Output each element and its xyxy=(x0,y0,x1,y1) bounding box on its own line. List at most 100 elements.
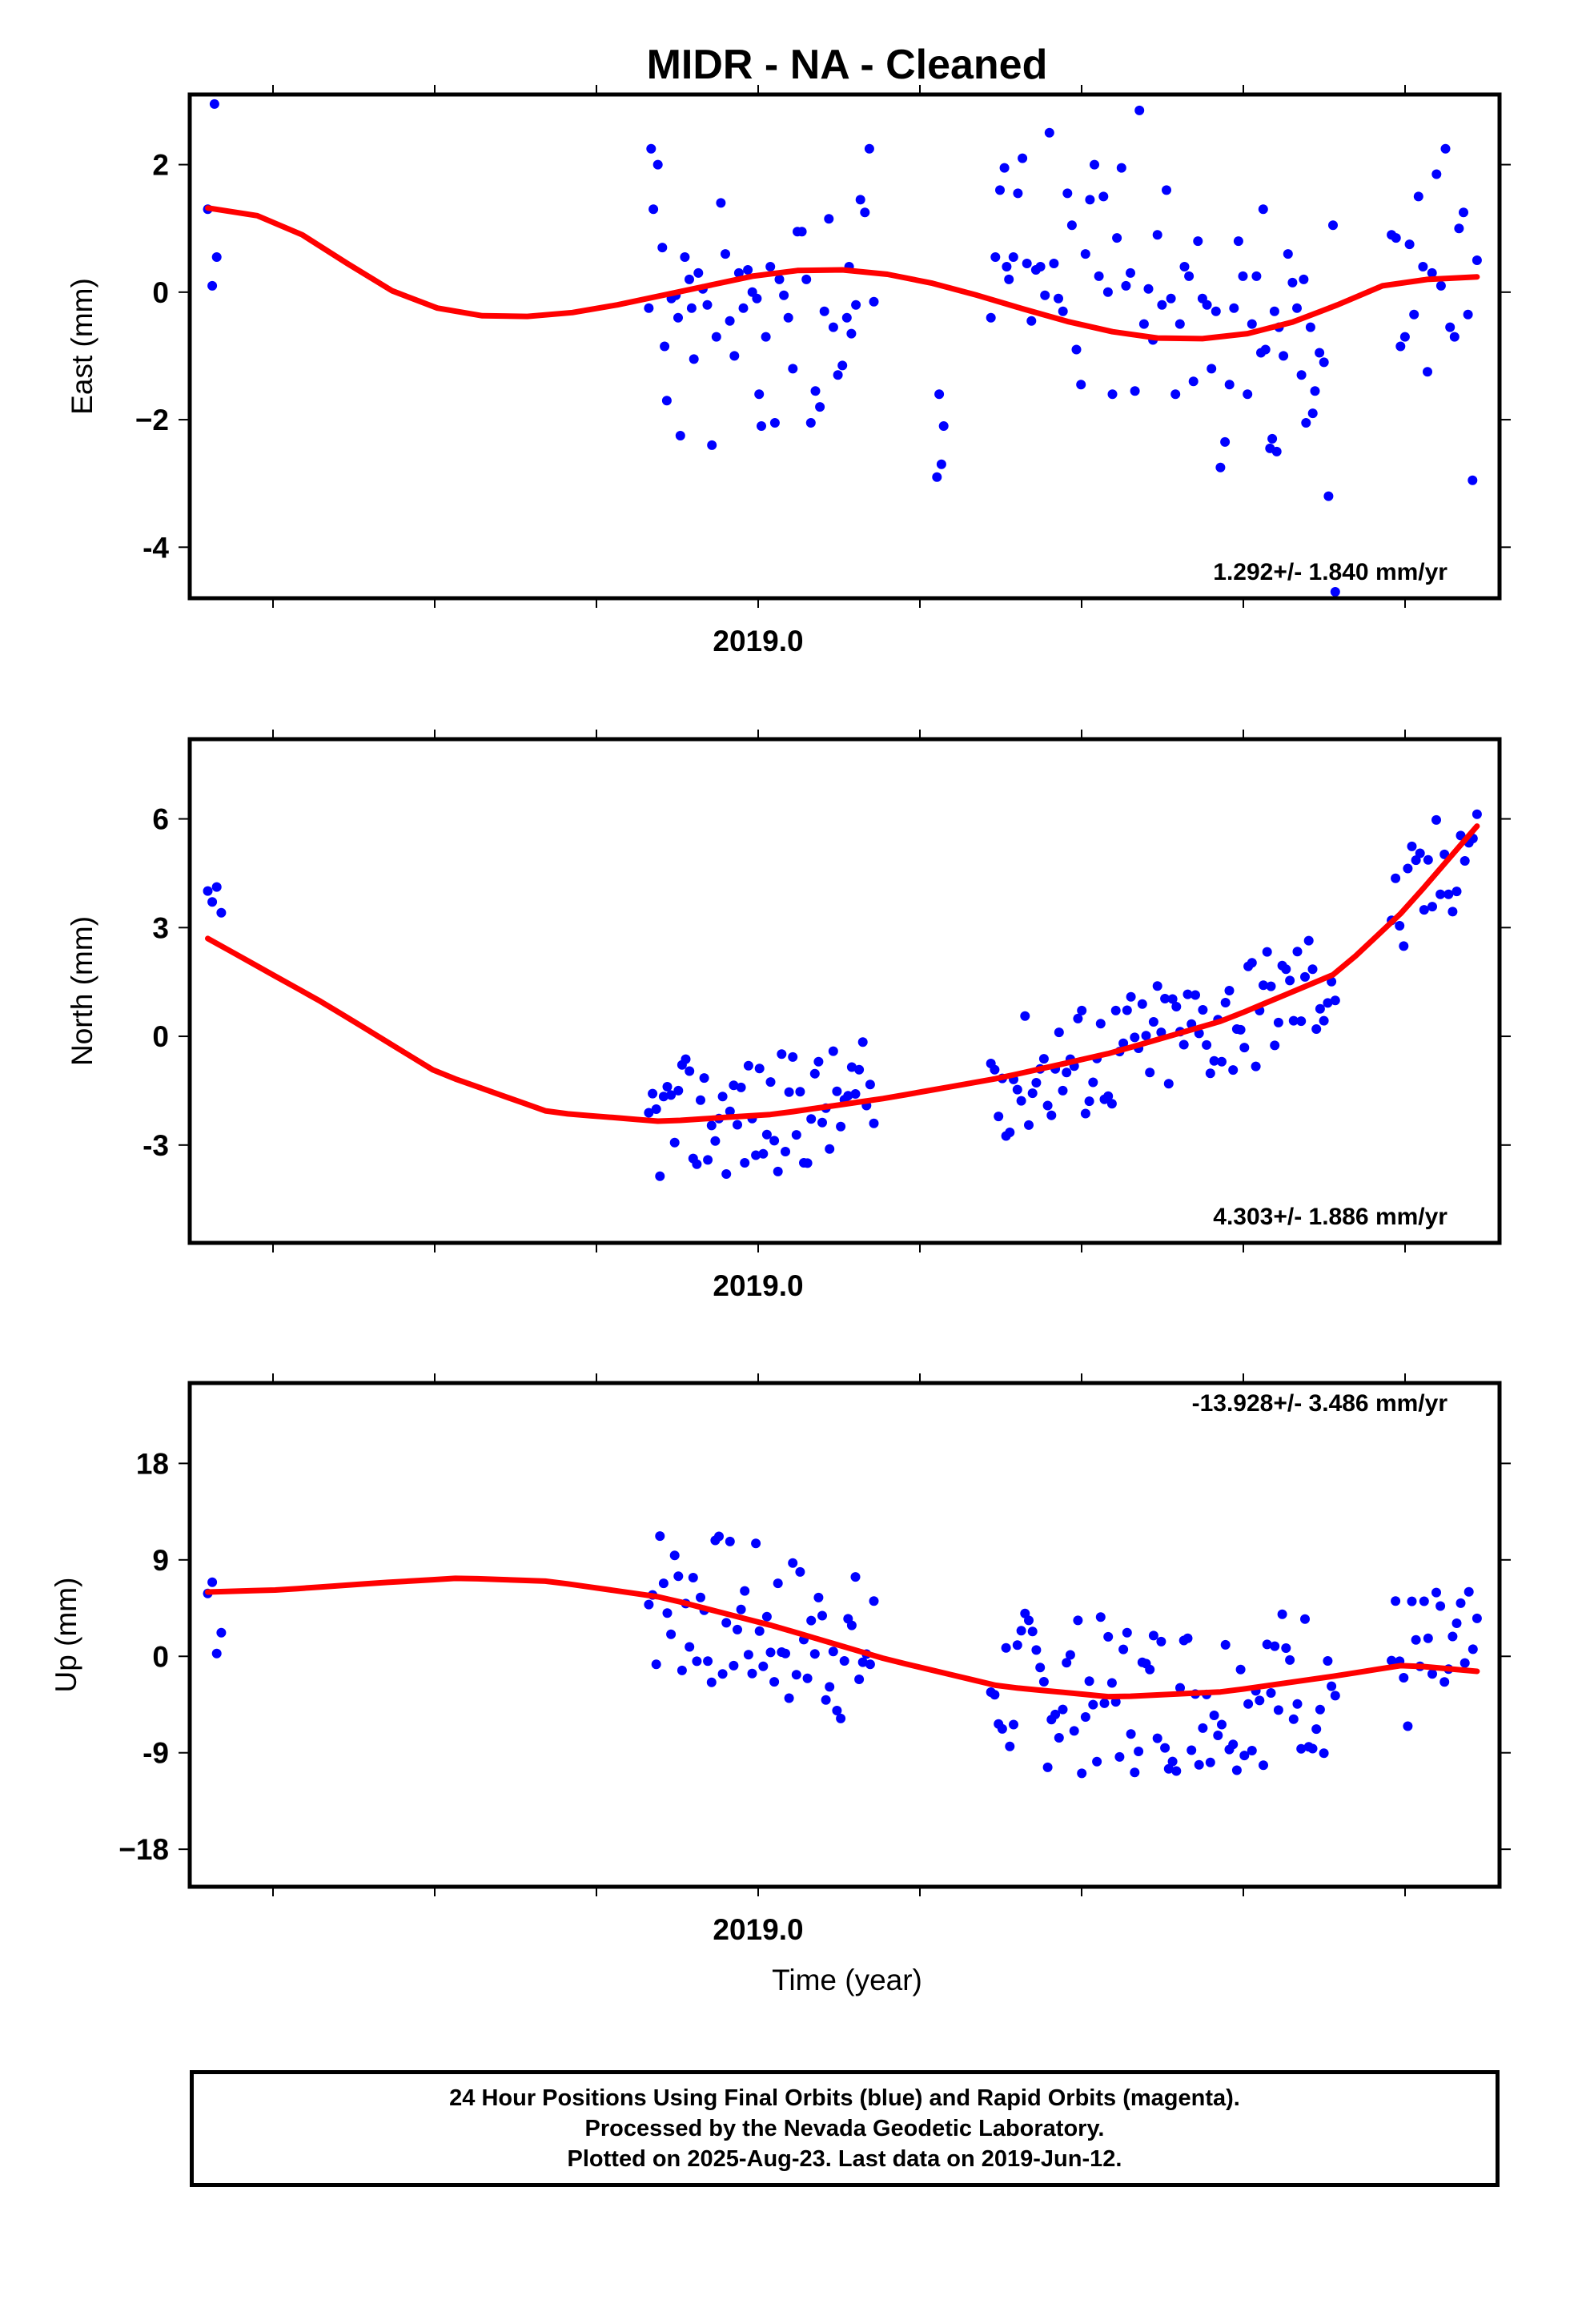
data-point xyxy=(825,1144,835,1154)
data-point xyxy=(666,1090,677,1100)
x-tick-label: 2019.0 xyxy=(713,1913,803,1946)
data-point xyxy=(815,402,825,412)
data-point xyxy=(1443,889,1454,899)
data-point xyxy=(819,306,829,316)
data-point xyxy=(828,1046,838,1056)
data-point xyxy=(203,886,213,896)
data-point xyxy=(1327,1681,1337,1691)
data-point xyxy=(1460,856,1470,866)
data-point xyxy=(711,332,721,342)
data-point xyxy=(1134,105,1145,115)
data-point xyxy=(832,1706,842,1715)
data-point xyxy=(725,1536,735,1546)
data-point xyxy=(1229,303,1239,313)
data-point xyxy=(781,1648,790,1659)
data-point xyxy=(1288,1714,1299,1724)
data-point xyxy=(1243,1699,1254,1709)
y-tick-label: −18 xyxy=(118,1833,169,1866)
fit-curve xyxy=(205,823,1480,1124)
data-point xyxy=(1239,1043,1250,1053)
data-point xyxy=(1038,1054,1049,1064)
data-point xyxy=(860,207,870,218)
data-point xyxy=(837,360,848,371)
data-point xyxy=(1315,1704,1325,1715)
data-point xyxy=(651,1659,661,1670)
data-point xyxy=(1323,1656,1333,1666)
data-point xyxy=(1126,1729,1136,1739)
data-point xyxy=(1423,367,1432,377)
data-point xyxy=(740,1586,750,1596)
data-point xyxy=(1013,188,1023,199)
data-point xyxy=(1296,1743,1307,1754)
data-point xyxy=(1323,491,1334,501)
data-point xyxy=(1266,981,1276,991)
data-point xyxy=(1260,344,1271,355)
data-point xyxy=(1259,1760,1268,1771)
data-point xyxy=(1022,259,1032,268)
data-point xyxy=(1281,964,1291,975)
data-point xyxy=(658,1092,669,1102)
points-group xyxy=(203,809,1482,1181)
data-point xyxy=(990,252,1001,262)
data-point xyxy=(1103,1091,1114,1101)
data-point xyxy=(809,1068,820,1079)
data-point xyxy=(1449,332,1460,342)
data-point xyxy=(1270,1040,1280,1051)
data-point xyxy=(1431,1587,1441,1598)
data-point xyxy=(1122,1005,1132,1015)
data-point xyxy=(211,882,222,892)
data-point xyxy=(1269,306,1279,316)
data-point xyxy=(1018,153,1028,163)
data-point xyxy=(1008,252,1018,262)
data-point xyxy=(758,1661,769,1671)
data-point xyxy=(1062,1068,1072,1078)
data-point xyxy=(662,1082,673,1092)
data-point xyxy=(869,1118,879,1128)
data-point xyxy=(751,1538,761,1549)
data-point xyxy=(1035,262,1046,271)
data-point xyxy=(644,303,654,313)
data-point xyxy=(1464,1586,1474,1597)
data-point xyxy=(743,1060,753,1071)
data-point xyxy=(828,1647,838,1657)
data-point xyxy=(1160,994,1170,1003)
data-point xyxy=(1251,271,1262,281)
data-point xyxy=(990,1064,1000,1075)
data-point xyxy=(740,1158,750,1168)
data-point xyxy=(854,1064,865,1075)
data-point xyxy=(757,421,766,431)
data-point xyxy=(1073,1615,1083,1626)
data-point xyxy=(216,907,227,918)
data-point xyxy=(1073,1013,1083,1023)
data-point xyxy=(1152,981,1162,991)
data-point xyxy=(754,1063,765,1074)
data-point xyxy=(1307,408,1318,419)
data-point xyxy=(865,1659,875,1670)
data-point xyxy=(865,1080,875,1090)
data-point xyxy=(855,195,865,205)
data-point xyxy=(651,1104,661,1114)
data-point xyxy=(1439,1677,1450,1687)
data-point xyxy=(1330,587,1340,597)
data-point xyxy=(729,351,740,361)
data-point xyxy=(1407,841,1417,851)
data-point xyxy=(1182,1633,1193,1643)
data-point xyxy=(1391,233,1401,243)
data-point xyxy=(1259,980,1268,991)
data-point xyxy=(795,1087,805,1097)
data-point xyxy=(850,1089,861,1099)
data-point xyxy=(673,1085,684,1096)
data-point xyxy=(1330,1691,1340,1701)
data-point xyxy=(773,1578,783,1589)
data-point xyxy=(761,332,771,342)
data-point xyxy=(1166,293,1176,304)
data-point xyxy=(1217,1719,1227,1730)
data-point xyxy=(669,1550,680,1561)
data-point xyxy=(1026,316,1037,326)
y-axis-label: East (mm) xyxy=(66,278,98,415)
data-point xyxy=(824,214,834,224)
data-point xyxy=(1058,1704,1068,1715)
data-point xyxy=(707,440,717,450)
data-point xyxy=(1002,262,1012,271)
data-point xyxy=(813,1592,824,1602)
